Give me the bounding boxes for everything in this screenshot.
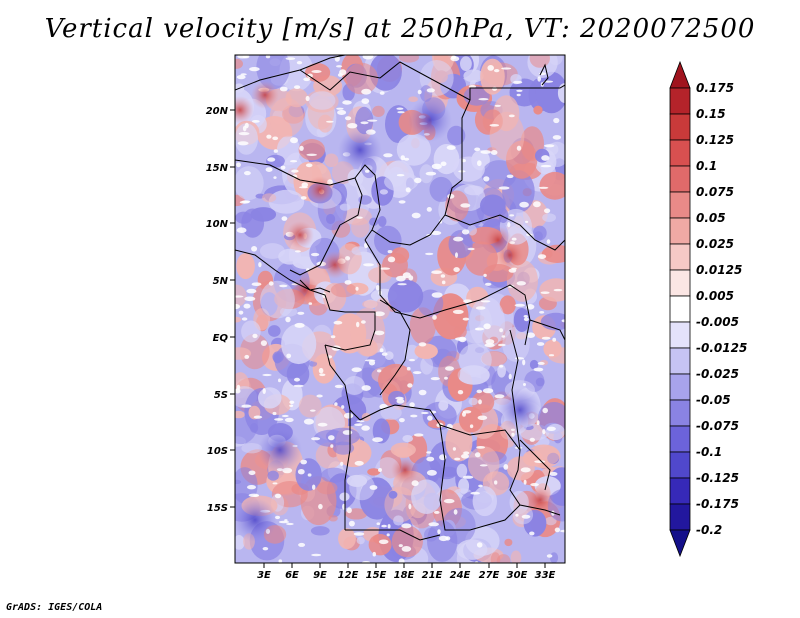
lat-tick-label: 5N bbox=[213, 276, 229, 287]
colorbar-swatch bbox=[669, 217, 691, 245]
lon-tick-label: 30E bbox=[507, 570, 528, 581]
colorbar-swatch bbox=[669, 321, 691, 349]
colorbar-label: 0.175 bbox=[696, 81, 734, 95]
lat-tick-label: 10S bbox=[207, 446, 228, 457]
colorbar-label: -0.125 bbox=[696, 471, 739, 485]
colorbar-swatch bbox=[669, 269, 691, 297]
lon-tick-label: 15E bbox=[366, 570, 387, 581]
colorbar-swatch bbox=[669, 165, 691, 193]
colorbar-swatch bbox=[669, 451, 691, 479]
colorbar-label: -0.075 bbox=[696, 419, 739, 433]
velocity-field bbox=[235, 55, 565, 563]
lon-tick-label: 3E bbox=[257, 570, 271, 581]
colorbar-swatch bbox=[669, 399, 691, 427]
colorbar-label: -0.175 bbox=[696, 497, 739, 511]
lon-tick-label: 6E bbox=[285, 570, 299, 581]
lon-axis: 3E 6E 9E 12E 15E 18E 21E 24E 27E 30E 33E bbox=[257, 563, 556, 581]
colorbar-swatch bbox=[669, 60, 691, 89]
colorbar-label: -0.0125 bbox=[696, 341, 747, 355]
country-borders bbox=[235, 55, 565, 541]
colorbar-label: 0.05 bbox=[696, 211, 726, 225]
colorbar: 0.175 0.15 0.125 0.1 0.075 0.05 0.025 0.0125 0.0… bbox=[669, 60, 747, 558]
colorbar-swatch bbox=[669, 295, 691, 323]
lat-tick-label: 15N bbox=[206, 163, 229, 174]
colorbar-swatch bbox=[669, 503, 691, 531]
lat-tick-label: 20N bbox=[206, 106, 229, 117]
lat-tick-label: 15S bbox=[207, 503, 228, 514]
colorbar-swatch bbox=[669, 477, 691, 505]
colorbar-swatch bbox=[669, 347, 691, 375]
colorbar-label: -0.2 bbox=[696, 523, 722, 537]
lon-tick-label: 27E bbox=[479, 570, 500, 581]
lon-tick-label: 12E bbox=[338, 570, 359, 581]
colorbar-label: -0.1 bbox=[696, 445, 722, 459]
colorbar-swatch bbox=[669, 529, 691, 558]
lon-tick-label: 9E bbox=[313, 570, 327, 581]
lon-tick-label: 24E bbox=[450, 570, 471, 581]
lat-axis: 20N 15N 10N 5N EQ 5S 10S 15S bbox=[206, 106, 235, 514]
colorbar-swatch bbox=[669, 191, 691, 219]
chart-title: Vertical velocity [m/s] at 250hPa, VT: 2… bbox=[44, 14, 756, 44]
map-frame bbox=[234, 54, 566, 564]
colorbar-swatch bbox=[669, 373, 691, 401]
colorbar-swatch bbox=[669, 139, 691, 167]
colorbar-swatch bbox=[669, 243, 691, 271]
colorbar-label: 0.025 bbox=[696, 237, 734, 251]
colorbar-label: 0.075 bbox=[696, 185, 734, 199]
lat-tick-label: 10N bbox=[206, 219, 229, 230]
colorbar-label: 0.0125 bbox=[696, 263, 742, 277]
lon-tick-label: 18E bbox=[394, 570, 415, 581]
colorbar-label: 0.125 bbox=[696, 133, 734, 147]
colorbar-swatch bbox=[669, 87, 691, 115]
lon-tick-label: 21E bbox=[422, 570, 443, 581]
colorbar-swatch bbox=[669, 425, 691, 453]
footer-credit: GrADS: IGES/COLA bbox=[6, 602, 103, 613]
colorbar-label: -0.05 bbox=[696, 393, 731, 407]
colorbar-label: -0.005 bbox=[696, 315, 739, 329]
lat-tick-label: EQ bbox=[213, 333, 229, 344]
lon-tick-label: 33E bbox=[535, 570, 556, 581]
colorbar-label: 0.1 bbox=[696, 159, 717, 173]
colorbar-swatch bbox=[669, 113, 691, 141]
lat-tick-label: 5S bbox=[214, 390, 228, 401]
colorbar-label: 0.15 bbox=[696, 107, 726, 121]
colorbar-label: 0.005 bbox=[696, 289, 734, 303]
colorbar-label: -0.025 bbox=[696, 367, 739, 381]
